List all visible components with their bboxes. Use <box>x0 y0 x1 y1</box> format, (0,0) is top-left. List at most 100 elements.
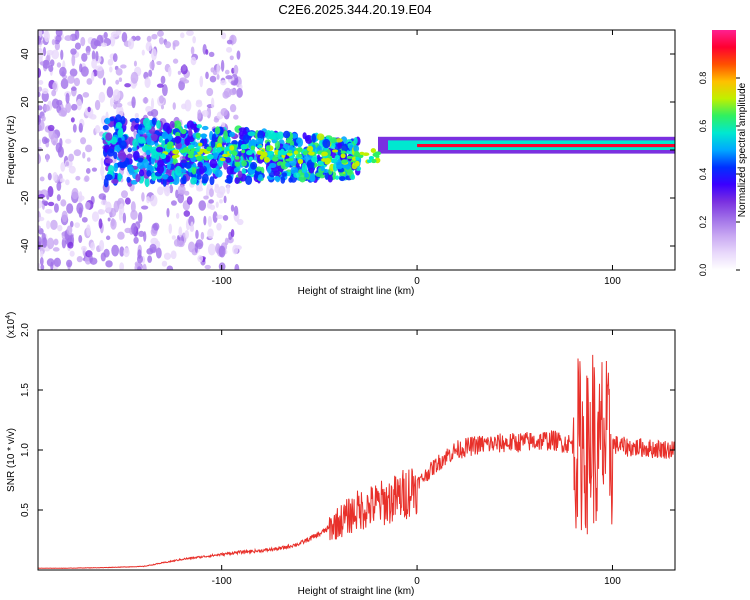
spectrogram-blob <box>286 152 293 157</box>
spectrogram-blob <box>71 187 79 200</box>
spectrogram-blob <box>285 162 291 168</box>
spectrogram-blob <box>353 137 358 145</box>
spectrogram-blob <box>146 136 152 146</box>
spectrogram-blob <box>200 231 205 240</box>
spectrogram-blob <box>355 151 360 157</box>
spectrogram-blob <box>38 146 43 152</box>
spectrogram-blob <box>211 133 217 142</box>
spectrogram-blob <box>51 89 57 97</box>
spectrogram-blob <box>69 68 78 77</box>
spectrogram-blob <box>151 117 157 126</box>
spectrogram-blob <box>308 167 315 174</box>
spectrogram-blob <box>263 156 270 163</box>
spectrogram-blob <box>226 185 230 195</box>
spectrogram-blob <box>200 133 208 138</box>
spectrogram-blob <box>110 217 115 227</box>
spectrogram-blob <box>119 262 125 270</box>
spectrogram-blob <box>182 79 190 84</box>
spectrogram-blob <box>99 239 105 252</box>
spectrogram-blob <box>119 246 125 257</box>
spectrogram-blob <box>250 145 255 150</box>
spectrogram-blob <box>163 252 172 260</box>
spectrogram-blob <box>91 211 100 222</box>
spectrogram-blob <box>339 176 346 182</box>
snr-y-scale-exponent: 4 <box>5 315 12 319</box>
spectrogram-blob <box>205 49 209 55</box>
spectrogram-blob <box>180 149 186 154</box>
spectrogram-blob <box>327 174 333 183</box>
snr-panel: -100 0 100 0.5 1.0 1.5 2.0 Height of straight… <box>5 312 676 597</box>
spectrogram-blob <box>160 153 167 160</box>
spectrogram-blob <box>229 104 237 113</box>
spectrogram-blob <box>161 174 169 180</box>
spectrogram-blob <box>285 158 292 162</box>
spectrogram-blob <box>222 215 229 221</box>
spectrogram-blob <box>336 165 343 170</box>
snr-x-ticks: -100 0 100 <box>212 330 621 587</box>
spectrogram-blob <box>84 175 90 182</box>
spectrogram-blob <box>195 132 202 139</box>
spectrogram-blob <box>287 171 292 177</box>
spectrogram-blob <box>197 109 202 120</box>
spectrogram-blob <box>72 123 77 133</box>
spectrogram-blob <box>46 220 51 230</box>
spectrogram-blob <box>128 166 135 176</box>
spectrogram-blob <box>121 31 128 43</box>
spectrogram-blob <box>181 103 187 110</box>
spectrogram-blob <box>175 131 181 137</box>
spectrogram-blob <box>38 80 44 85</box>
spectrogram-blob <box>102 77 106 86</box>
spectrogram-blob <box>215 201 219 208</box>
spectrogram-blob <box>38 114 42 126</box>
spectrogram-blob <box>216 63 220 75</box>
spectrogram-blob <box>145 41 152 52</box>
spectrogram-blob <box>212 69 218 76</box>
spectrogram-blob <box>38 139 42 145</box>
spectrogram-blob <box>52 82 58 91</box>
colorbar-tick-label: 0.4 <box>698 168 708 181</box>
spectrogram-blob <box>237 170 243 178</box>
spectrogram-blob <box>117 172 122 182</box>
spectrogram-blob <box>366 159 372 164</box>
spectrogram-blob <box>240 143 248 150</box>
spectrogram-blob <box>334 154 340 160</box>
snr-y-ticks: 0.5 1.0 1.5 2.0 <box>20 323 675 517</box>
spectrogram-blob <box>127 38 135 50</box>
spectrogram-blob <box>307 151 315 156</box>
spectrogram-blob <box>146 196 151 204</box>
spectrogram-blob <box>76 202 84 215</box>
spectrogram-blob <box>219 199 223 204</box>
spectrogram-blob <box>186 196 193 205</box>
spectrogram-blob <box>41 88 49 95</box>
spectrogram-blob <box>123 247 130 258</box>
spectrogram-blob <box>216 147 222 153</box>
spectrogram-blob <box>172 149 180 155</box>
spectrogram-blob <box>220 107 228 117</box>
spectrogram-blob <box>172 58 179 64</box>
spectrogram-blob <box>50 219 58 230</box>
spectrogram-blob <box>296 147 303 153</box>
spectrogram-blob <box>130 71 139 84</box>
spectrogram-blob <box>196 124 203 129</box>
spectrogram-blob <box>256 144 263 149</box>
spectrogram-y-label: Frequency (Hz) <box>6 116 17 185</box>
spectrogram-blob <box>223 130 228 140</box>
spectrogram-blob <box>46 49 54 56</box>
spectrogram-blob <box>311 156 318 163</box>
spectrogram-blob <box>161 131 169 140</box>
spectrogram-blob <box>280 176 286 184</box>
spectrogram-blob <box>166 145 173 150</box>
spectrogram-blob <box>159 95 165 104</box>
spectrogram-blob <box>70 48 77 55</box>
spectrogram-blob <box>137 157 144 163</box>
spectrogram-blob <box>157 159 165 168</box>
spectrogram-blob <box>138 124 143 131</box>
spectrogram-blob <box>80 36 86 47</box>
spectrogram-blob <box>89 113 97 120</box>
spectrogram-blob <box>109 116 115 122</box>
spectrogram-blob <box>232 244 239 255</box>
spectrogram-blob <box>188 127 193 137</box>
spectrogram-x-ticks: -100 0 100 <box>212 30 621 287</box>
spectrogram-blob <box>54 42 60 51</box>
spectrogram-blob <box>98 209 104 215</box>
